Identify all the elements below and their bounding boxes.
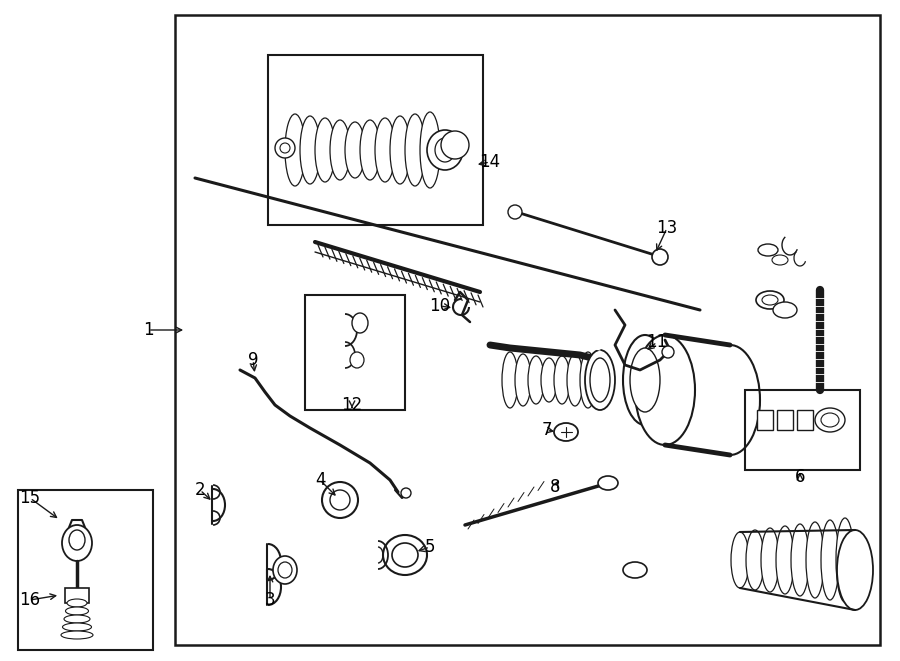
- Ellipse shape: [761, 528, 779, 592]
- Ellipse shape: [275, 138, 295, 158]
- Ellipse shape: [427, 130, 463, 170]
- Ellipse shape: [322, 482, 358, 518]
- Text: 2: 2: [194, 481, 205, 499]
- Bar: [757, 410, 773, 430]
- Text: 3: 3: [265, 591, 275, 609]
- Text: 16: 16: [20, 591, 40, 609]
- Ellipse shape: [837, 530, 873, 610]
- Bar: [65, 588, 89, 603]
- Bar: [18, 490, 153, 650]
- Text: 1: 1: [143, 321, 153, 339]
- Ellipse shape: [390, 116, 410, 184]
- Ellipse shape: [746, 530, 764, 590]
- Ellipse shape: [273, 556, 297, 584]
- Ellipse shape: [345, 122, 365, 178]
- Ellipse shape: [731, 532, 749, 588]
- Ellipse shape: [62, 525, 92, 561]
- Text: 10: 10: [429, 297, 451, 315]
- Ellipse shape: [815, 408, 845, 432]
- Bar: [305, 295, 405, 410]
- Ellipse shape: [330, 490, 350, 510]
- Text: 8: 8: [550, 478, 560, 496]
- Ellipse shape: [821, 413, 839, 427]
- Text: 12: 12: [341, 396, 363, 414]
- Ellipse shape: [502, 352, 518, 408]
- Ellipse shape: [630, 348, 660, 412]
- Ellipse shape: [758, 244, 778, 256]
- Text: 14: 14: [480, 153, 500, 171]
- Ellipse shape: [635, 335, 695, 445]
- Ellipse shape: [773, 302, 797, 318]
- Ellipse shape: [66, 607, 88, 615]
- Ellipse shape: [360, 120, 380, 180]
- Ellipse shape: [623, 562, 647, 578]
- Text: 13: 13: [656, 219, 678, 237]
- Ellipse shape: [662, 346, 674, 358]
- Ellipse shape: [515, 354, 531, 406]
- Ellipse shape: [590, 358, 610, 402]
- Ellipse shape: [375, 118, 395, 182]
- Ellipse shape: [330, 120, 350, 180]
- Ellipse shape: [554, 356, 570, 404]
- Ellipse shape: [762, 295, 778, 305]
- Ellipse shape: [392, 543, 418, 567]
- Ellipse shape: [67, 599, 87, 607]
- Ellipse shape: [836, 518, 854, 602]
- Ellipse shape: [315, 118, 335, 182]
- Ellipse shape: [756, 291, 784, 309]
- Ellipse shape: [69, 530, 85, 550]
- Ellipse shape: [350, 352, 364, 368]
- Ellipse shape: [772, 255, 788, 265]
- Ellipse shape: [652, 249, 668, 265]
- Ellipse shape: [61, 631, 93, 639]
- Ellipse shape: [580, 352, 596, 408]
- Text: 7: 7: [542, 421, 553, 439]
- Ellipse shape: [420, 112, 440, 188]
- Ellipse shape: [383, 535, 427, 575]
- Ellipse shape: [598, 476, 618, 490]
- Ellipse shape: [401, 488, 411, 498]
- Ellipse shape: [300, 116, 320, 184]
- Ellipse shape: [352, 313, 368, 333]
- Ellipse shape: [441, 131, 469, 159]
- Ellipse shape: [821, 520, 839, 600]
- Ellipse shape: [554, 423, 578, 441]
- Text: 4: 4: [315, 471, 325, 489]
- Ellipse shape: [585, 350, 615, 410]
- Ellipse shape: [435, 138, 455, 162]
- Ellipse shape: [623, 335, 667, 425]
- Bar: [745, 390, 860, 470]
- Text: 5: 5: [425, 538, 436, 556]
- Ellipse shape: [541, 358, 557, 402]
- Bar: [797, 410, 813, 430]
- Ellipse shape: [280, 143, 290, 153]
- Ellipse shape: [567, 354, 583, 406]
- Ellipse shape: [285, 114, 305, 186]
- Text: 15: 15: [20, 489, 40, 507]
- Bar: [777, 410, 793, 430]
- Text: 9: 9: [248, 351, 258, 369]
- Text: 11: 11: [646, 333, 668, 351]
- Ellipse shape: [278, 562, 292, 578]
- Ellipse shape: [508, 205, 522, 219]
- Ellipse shape: [528, 356, 544, 404]
- Ellipse shape: [64, 615, 90, 623]
- Ellipse shape: [776, 526, 794, 594]
- Bar: [175, 15, 880, 645]
- Ellipse shape: [62, 623, 92, 631]
- Text: 6: 6: [795, 468, 806, 486]
- Ellipse shape: [806, 522, 824, 598]
- Bar: [268, 55, 483, 225]
- Ellipse shape: [791, 524, 809, 596]
- Ellipse shape: [405, 114, 425, 186]
